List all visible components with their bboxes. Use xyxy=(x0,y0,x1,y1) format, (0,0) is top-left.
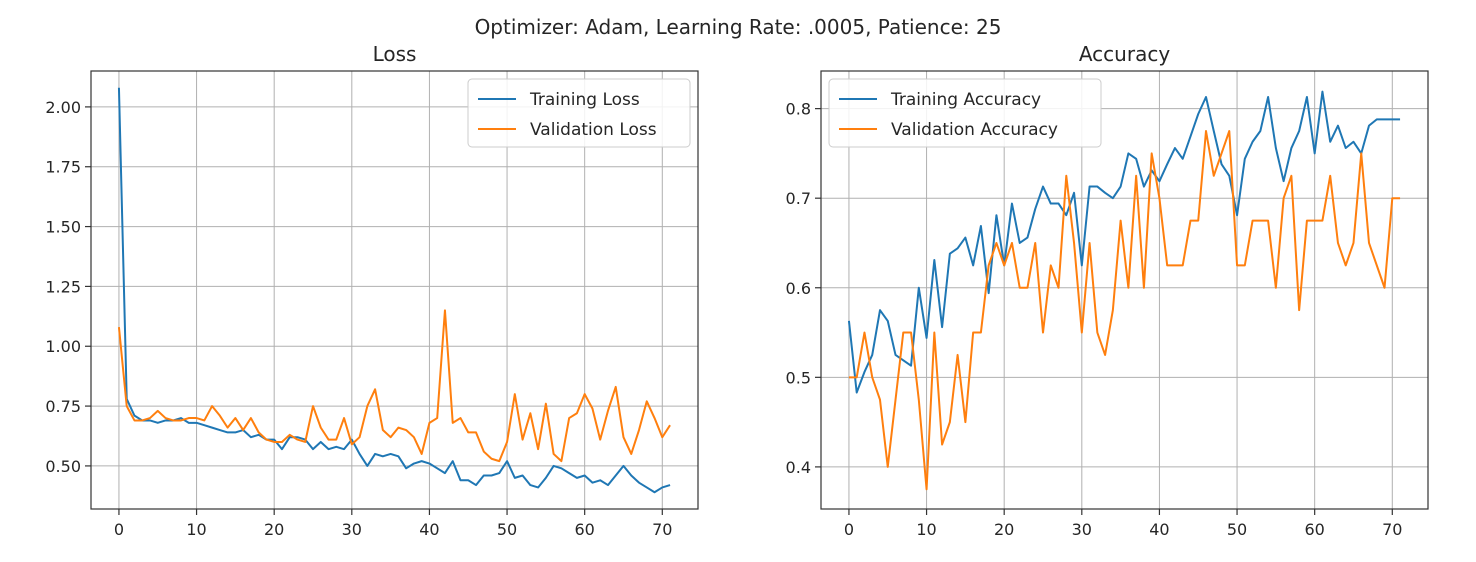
accuracy-xtick-label-5: 50 xyxy=(1227,520,1247,539)
loss-xtick-label-5: 50 xyxy=(497,520,517,539)
loss-xtick-label-4: 40 xyxy=(419,520,439,539)
accuracy-xtick-label-6: 60 xyxy=(1304,520,1324,539)
loss-xtick-label-3: 30 xyxy=(342,520,362,539)
accuracy-xtick-label-7: 70 xyxy=(1382,520,1402,539)
accuracy-axes-frame xyxy=(820,70,1429,510)
loss-xtick-label-7: 70 xyxy=(652,520,672,539)
loss-series-training-loss xyxy=(117,87,671,494)
loss-axes-frame xyxy=(90,70,699,510)
loss-title: Loss xyxy=(373,42,417,66)
accuracy-xtick-label-0: 0 xyxy=(844,520,854,539)
accuracy-xtick-label-3: 30 xyxy=(1072,520,1092,539)
accuracy-panel: 0 10 20 30 40 50 60 70 0.4 0.5 0.6 0.7 0.8 Accuracy Tr… xyxy=(786,42,1429,539)
loss-ytick-label-2: 1.00 xyxy=(45,337,81,356)
accuracy-xtick-label-4: 40 xyxy=(1149,520,1169,539)
figure-suptitle: Optimizer: Adam, Learning Rate: .0005, P… xyxy=(475,15,1002,39)
accuracy-ytick-label-1: 0.5 xyxy=(786,368,811,387)
loss-legend-label-training-loss: Training Loss xyxy=(529,90,640,110)
accuracy-legend: Training Accuracy Validation Accuracy xyxy=(828,78,1102,148)
accuracy-xtick-label-1: 10 xyxy=(916,520,936,539)
loss-xtick-label-0: 0 xyxy=(114,520,124,539)
loss-ytick-label-4: 1.50 xyxy=(45,218,81,237)
loss-ytick-label-3: 1.25 xyxy=(45,277,81,296)
accuracy-ytick-label-3: 0.7 xyxy=(786,189,811,208)
accuracy-ytick-label-2: 0.6 xyxy=(786,279,811,298)
accuracy-series-training-accuracy xyxy=(847,90,1401,394)
loss-panel: 0 10 20 30 40 50 60 70 0.50 0.75 1.00 1.25 1.50 1.75 2… xyxy=(45,42,699,539)
loss-legend-label-validation-loss: Validation Loss xyxy=(530,120,657,140)
loss-ytick-label-1: 0.75 xyxy=(45,397,81,416)
loss-xtick-label-1: 10 xyxy=(186,520,206,539)
loss-xtick-label-6: 60 xyxy=(574,520,594,539)
loss-xtick-label-2: 20 xyxy=(264,520,284,539)
accuracy-ytick-label-0: 0.4 xyxy=(786,458,811,477)
accuracy-series-validation-accuracy xyxy=(848,130,1401,491)
loss-legend: Training Loss Validation Loss xyxy=(467,78,691,148)
loss-series-validation-loss xyxy=(117,309,671,463)
loss-ytick-label-6: 2.00 xyxy=(45,98,81,117)
accuracy-legend-label-validation-accuracy: Validation Accuracy xyxy=(891,120,1058,140)
accuracy-legend-box xyxy=(828,78,1102,148)
accuracy-ytick-label-4: 0.8 xyxy=(786,100,811,119)
loss-ytick-label-5: 1.75 xyxy=(45,158,81,177)
accuracy-title: Accuracy xyxy=(1079,42,1170,66)
accuracy-legend-label-training-accuracy: Training Accuracy xyxy=(890,90,1041,110)
accuracy-xtick-label-2: 20 xyxy=(994,520,1014,539)
loss-legend-box xyxy=(467,78,691,148)
loss-ytick-label-0: 0.50 xyxy=(45,457,81,476)
